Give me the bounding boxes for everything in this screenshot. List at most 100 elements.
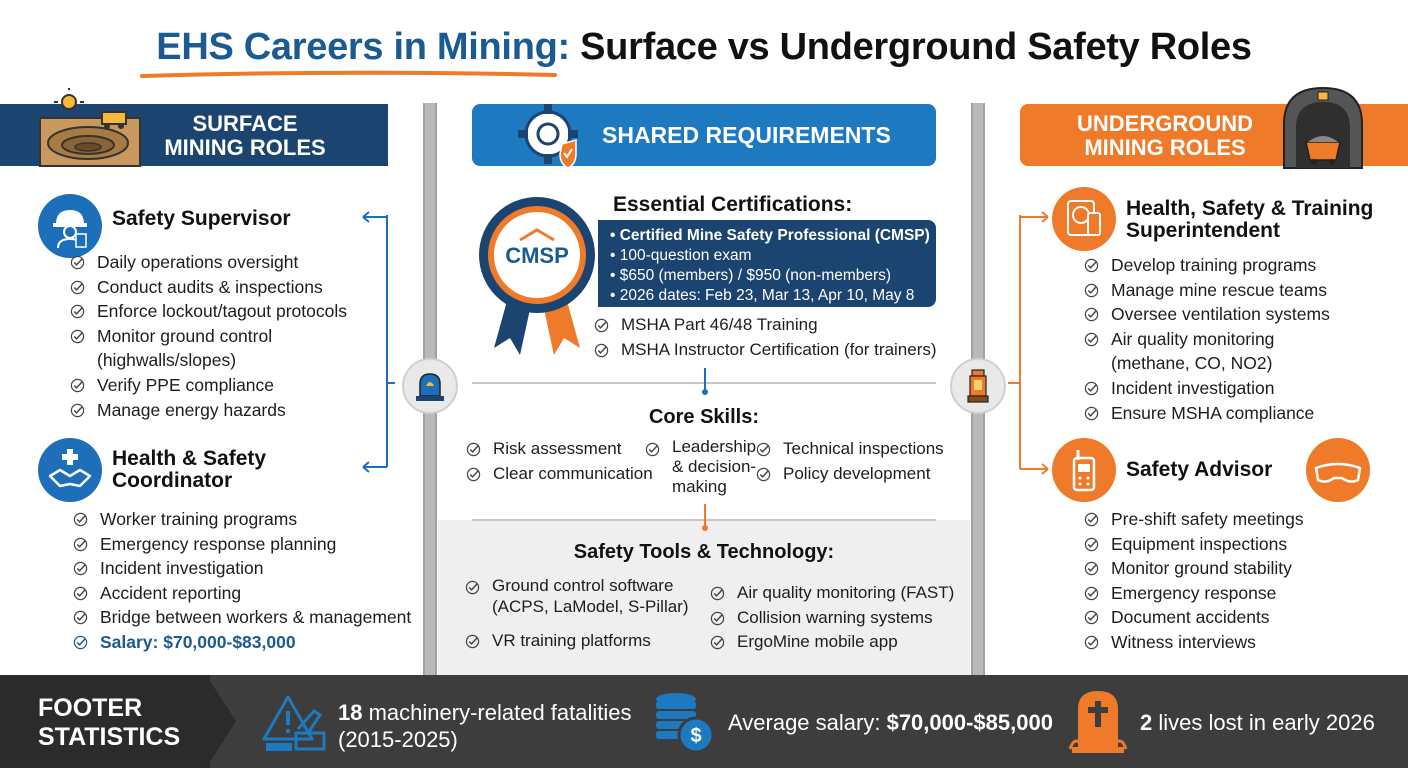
check-icon	[1084, 537, 1099, 551]
salary-item: Salary: $70,000-$83,000	[73, 630, 413, 655]
machinery-hazard-icon	[262, 695, 326, 751]
handshake-icon	[38, 438, 102, 502]
list-item: Incident investigation	[73, 556, 413, 581]
skills-col-1: Risk assessment Clear communication	[466, 437, 666, 486]
list-item: Witness interviews	[1084, 630, 1384, 655]
stat-fatalities: 18 machinery-related fatalities (2015-20…	[338, 700, 632, 752]
list-item: Ground control software (ACPS, LaModel, …	[465, 575, 695, 617]
check-icon	[645, 442, 660, 457]
list-item: Daily operations oversight	[70, 250, 400, 275]
skills-col-2: Leadership & decision-making	[645, 437, 760, 497]
list-item: Enforce lockout/tagout protocols	[70, 299, 400, 324]
check-icon	[594, 343, 609, 357]
check-icon	[70, 255, 85, 270]
check-icon	[70, 304, 85, 319]
cmsp-line: • Certified Mine Safety Professional (CM…	[610, 227, 930, 244]
check-icon	[756, 442, 771, 457]
list-item: Incident investigation	[1084, 376, 1384, 401]
list-item: Clear communication	[466, 462, 666, 487]
cmsp-line: • $650 (members) / $950 (non-members)	[610, 267, 892, 284]
page-title: EHS Careers in Mining: Surface vs Underg…	[0, 26, 1408, 69]
cmsp-line: • 100-question exam	[610, 247, 752, 264]
check-icon	[1084, 635, 1099, 650]
connector-arrows-left	[362, 211, 395, 473]
memorial-headstone-icon	[1068, 691, 1128, 753]
cert-title: Essential Certifications:	[613, 193, 853, 216]
check-icon	[1084, 561, 1099, 576]
siren-icon	[402, 358, 458, 414]
miner-lamp-icon	[950, 358, 1006, 414]
list-item: Develop training programs	[1084, 253, 1384, 278]
safety-supervisor-duties: Daily operations oversight Conduct audit…	[70, 250, 400, 422]
radio-icon	[1052, 438, 1116, 502]
list-item: Air quality monitoring (methane, CO, NO2…	[1084, 327, 1294, 376]
list-item: Document accidents	[1084, 605, 1384, 630]
hard-hat-worker-icon	[38, 194, 102, 258]
check-icon	[466, 442, 481, 457]
footer-label-box: FOOTER STATISTICS	[0, 675, 210, 768]
list-item: Leadership & decision-making	[645, 437, 760, 497]
list-item: Manage energy hazards	[70, 398, 400, 423]
shared-header-label: SHARED REQUIREMENTS	[602, 122, 891, 148]
list-item: VR training platforms	[465, 629, 695, 654]
check-icon	[73, 537, 88, 551]
check-icon	[594, 318, 609, 333]
list-item: Equipment inspections	[1084, 532, 1384, 557]
check-icon	[1084, 307, 1099, 322]
mine-tunnel-icon	[1283, 86, 1363, 169]
list-item: Worker training programs	[73, 507, 413, 532]
list-item: MSHA Instructor Certification (for train…	[594, 338, 944, 363]
check-icon	[465, 634, 480, 649]
connector-orange	[702, 504, 708, 531]
tools-title: Safety Tools & Technology:	[573, 541, 835, 563]
role-title-safety-supervisor: Safety Supervisor	[112, 207, 291, 230]
check-icon	[73, 561, 88, 576]
list-item: Emergency response	[1084, 581, 1384, 606]
cmsp-line: • 2026 dates: Feb 23, Mar 13, Apr 10, Ma…	[610, 287, 915, 304]
stat-salary: Average salary: $70,000-$85,000	[728, 710, 1053, 735]
list-item: Monitor ground stability	[1084, 556, 1384, 581]
footer-bar: FOOTER STATISTICS 18 machinery-related f…	[0, 675, 1408, 768]
hst-superintendent-duties: Develop training programs Manage mine re…	[1084, 253, 1384, 425]
check-icon	[70, 378, 85, 393]
list-item: Collision warning systems	[710, 606, 965, 631]
footer-chevron	[206, 675, 236, 768]
list-item: Oversee ventilation systems	[1084, 302, 1384, 327]
role-title-hst-superintendent: Health, Safety & Training Superintendent	[1126, 197, 1374, 242]
list-item: Emergency response planning	[73, 532, 413, 557]
check-icon	[710, 635, 725, 650]
footer-label: FOOTER STATISTICS	[38, 694, 181, 751]
safety-advisor-duties: Pre-shift safety meetings Equipment insp…	[1084, 507, 1384, 655]
skills-title: Core Skills:	[648, 406, 760, 428]
check-icon	[466, 467, 481, 481]
skills-col-3: Technical inspections Policy development	[756, 437, 956, 486]
tools-panel	[438, 520, 970, 675]
list-item: Conduct audits & inspections	[70, 275, 400, 300]
check-icon	[73, 635, 88, 650]
stat-lives-lost: 2 lives lost in early 2026	[1140, 710, 1375, 735]
list-item: Bridge between workers & management	[73, 605, 413, 630]
check-icon	[1084, 283, 1099, 297]
title-underline	[140, 70, 557, 78]
check-icon	[1084, 258, 1099, 273]
list-item: Risk assessment	[466, 437, 666, 462]
list-item: Policy development	[756, 462, 956, 487]
check-icon	[1084, 512, 1099, 527]
gear-shield-icon	[518, 104, 578, 169]
check-icon	[70, 403, 85, 417]
svg-text:$: $	[690, 725, 701, 747]
check-icon	[710, 611, 725, 625]
check-icon	[1084, 586, 1099, 600]
check-icon	[73, 611, 88, 625]
safety-goggles-icon	[1306, 438, 1370, 502]
tools-col-2: Air quality monitoring (FAST) Collision …	[710, 581, 965, 655]
list-item: Air quality monitoring (FAST)	[710, 581, 965, 606]
list-item: Verify PPE compliance	[70, 373, 400, 398]
list-item: Accident reporting	[73, 581, 413, 606]
connector-blue	[702, 368, 708, 395]
check-icon	[756, 467, 771, 481]
check-icon	[1084, 406, 1099, 420]
title-part1: EHS Careers in Mining:	[156, 26, 570, 68]
check-icon	[70, 329, 85, 343]
surface-header-label: SURFACE MINING ROLES	[164, 111, 326, 160]
